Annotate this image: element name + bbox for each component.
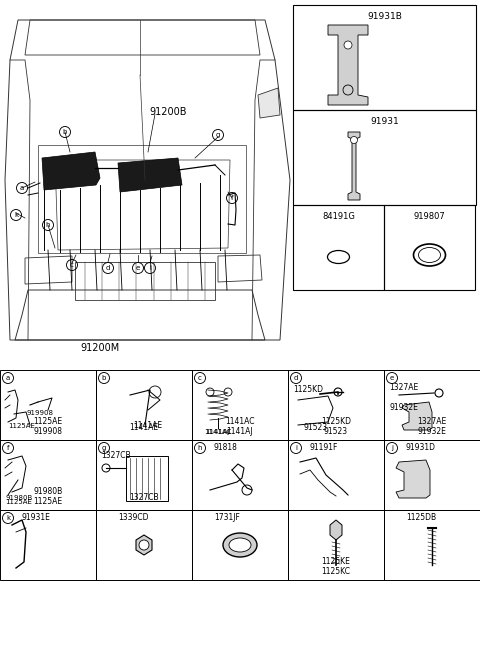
Bar bbox=[288, 510, 384, 580]
Text: f: f bbox=[231, 195, 233, 201]
Text: 91932E: 91932E bbox=[418, 426, 446, 436]
Text: 1327AE: 1327AE bbox=[389, 383, 418, 392]
Circle shape bbox=[435, 389, 443, 397]
Text: 1141AJ: 1141AJ bbox=[227, 426, 253, 436]
Bar bbox=[384, 510, 480, 580]
Text: h: h bbox=[46, 222, 50, 228]
Text: 1327CB: 1327CB bbox=[101, 451, 131, 460]
Bar bbox=[384, 370, 480, 440]
Text: 91200B: 91200B bbox=[149, 107, 187, 117]
Bar bbox=[293, 110, 476, 205]
Text: 1141AC: 1141AC bbox=[225, 417, 255, 426]
Text: d: d bbox=[294, 375, 298, 381]
Text: 1141AE: 1141AE bbox=[133, 422, 163, 430]
Text: 91523: 91523 bbox=[324, 426, 348, 436]
Polygon shape bbox=[402, 402, 432, 430]
Polygon shape bbox=[118, 158, 182, 192]
Bar bbox=[0, 370, 96, 440]
Text: 91931E: 91931E bbox=[22, 514, 51, 523]
Bar bbox=[384, 440, 480, 510]
Bar bbox=[192, 370, 288, 440]
Text: 91200M: 91200M bbox=[80, 343, 120, 353]
Bar bbox=[288, 370, 384, 440]
Text: c: c bbox=[70, 262, 74, 268]
Ellipse shape bbox=[229, 538, 251, 552]
Text: 1125AE: 1125AE bbox=[34, 496, 62, 506]
Text: g: g bbox=[216, 132, 220, 138]
Text: 91523: 91523 bbox=[304, 424, 328, 432]
Text: 1327AE: 1327AE bbox=[418, 417, 446, 426]
Text: b: b bbox=[102, 375, 106, 381]
Text: 91931: 91931 bbox=[370, 117, 399, 126]
Text: 91931B: 91931B bbox=[367, 12, 402, 21]
Text: 91980B: 91980B bbox=[5, 495, 32, 501]
Polygon shape bbox=[328, 25, 368, 105]
Text: j: j bbox=[391, 445, 393, 451]
Text: 1125DB: 1125DB bbox=[406, 514, 436, 523]
Text: 91931D: 91931D bbox=[406, 443, 436, 453]
Text: 919908: 919908 bbox=[34, 426, 62, 436]
Bar bbox=[384, 205, 475, 290]
Text: e: e bbox=[136, 265, 140, 271]
Text: c: c bbox=[198, 375, 202, 381]
Text: 1339CD: 1339CD bbox=[118, 514, 148, 523]
Circle shape bbox=[139, 540, 149, 550]
Text: i: i bbox=[295, 445, 297, 451]
Bar bbox=[192, 440, 288, 510]
Text: 1125AE: 1125AE bbox=[8, 423, 35, 429]
Bar bbox=[293, 5, 476, 110]
Polygon shape bbox=[396, 460, 430, 498]
Text: 91980B: 91980B bbox=[34, 487, 62, 496]
Text: 1327CB: 1327CB bbox=[129, 493, 159, 502]
Polygon shape bbox=[42, 152, 100, 190]
Bar bbox=[75, 262, 215, 300]
Text: 91932E: 91932E bbox=[389, 403, 418, 413]
Text: 1731JF: 1731JF bbox=[214, 514, 240, 523]
Ellipse shape bbox=[223, 533, 257, 557]
Bar bbox=[0, 510, 96, 580]
Bar bbox=[96, 510, 192, 580]
Bar bbox=[96, 370, 192, 440]
Text: b: b bbox=[63, 129, 67, 135]
Text: 1141AJ: 1141AJ bbox=[206, 429, 230, 435]
Polygon shape bbox=[330, 520, 342, 540]
Text: e: e bbox=[390, 375, 394, 381]
Text: 1125KD: 1125KD bbox=[293, 386, 323, 394]
Circle shape bbox=[344, 41, 352, 49]
Text: a: a bbox=[20, 185, 24, 191]
Text: g: g bbox=[102, 445, 106, 451]
Polygon shape bbox=[348, 132, 360, 200]
Bar bbox=[192, 510, 288, 580]
Text: k: k bbox=[6, 515, 10, 521]
Text: 84191G: 84191G bbox=[322, 212, 355, 221]
Bar bbox=[0, 440, 96, 510]
Circle shape bbox=[350, 136, 358, 143]
Text: 919807: 919807 bbox=[414, 212, 445, 221]
Text: 919908: 919908 bbox=[26, 410, 53, 416]
Text: a: a bbox=[6, 375, 10, 381]
Text: i: i bbox=[149, 265, 151, 271]
Bar bbox=[288, 440, 384, 510]
Bar bbox=[96, 440, 192, 510]
Text: d: d bbox=[106, 265, 110, 271]
Text: 1125KC: 1125KC bbox=[322, 567, 350, 576]
Text: 1125KD: 1125KD bbox=[321, 417, 351, 426]
Text: 91818: 91818 bbox=[214, 443, 238, 453]
Bar bbox=[38, 145, 246, 253]
Text: 1125KE: 1125KE bbox=[322, 557, 350, 567]
Text: f: f bbox=[7, 445, 9, 451]
Text: 91191F: 91191F bbox=[310, 443, 338, 453]
Text: 1125AE: 1125AE bbox=[34, 417, 62, 426]
Bar bbox=[293, 205, 384, 290]
Text: 1141AC: 1141AC bbox=[204, 429, 232, 435]
Text: k: k bbox=[14, 212, 18, 218]
Text: 1141AE: 1141AE bbox=[130, 424, 158, 432]
Text: 1125AE: 1125AE bbox=[5, 499, 32, 505]
Text: h: h bbox=[198, 445, 202, 451]
Circle shape bbox=[334, 388, 342, 396]
Bar bbox=[126, 456, 168, 501]
Polygon shape bbox=[136, 535, 152, 555]
Polygon shape bbox=[258, 88, 280, 118]
